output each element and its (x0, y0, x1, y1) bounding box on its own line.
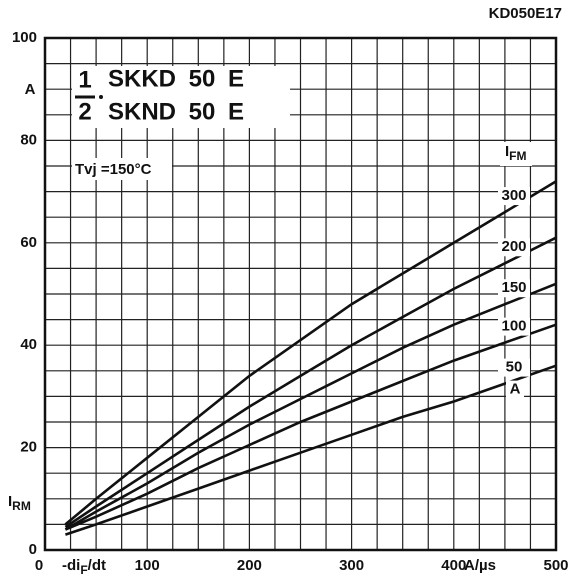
y-axis-label-sub: RM (12, 499, 31, 513)
annotation: Tvj =150°C (75, 161, 152, 178)
series-line (64, 364, 557, 536)
fraction-numerator: 1 (78, 66, 91, 93)
y-tick-label: 100 (12, 29, 37, 46)
y-tick-label: 20 (20, 439, 37, 456)
chart-code: KD050E17 (489, 5, 562, 22)
x-unit: A/µs (464, 557, 496, 574)
legend-label-bg (498, 238, 530, 257)
x-axis-label-end: /dt (88, 557, 106, 574)
x-axis-label: -diF/dt (62, 557, 106, 577)
dot (99, 95, 103, 99)
legend-title-sub: FM (509, 149, 526, 163)
series-line (64, 282, 557, 531)
x-tick-label: 100 (135, 557, 160, 574)
y-tick-label: 0 (29, 541, 37, 558)
legend-title: IFM (505, 143, 527, 163)
series-line (64, 236, 557, 529)
x-axis-label-sub: F (80, 563, 87, 577)
legend-label-bg (498, 358, 530, 377)
legend-label: 200 (501, 238, 526, 255)
legend-label: 50 (506, 359, 523, 376)
legend-label: 300 (501, 187, 526, 204)
chart-title: SKKD 50 E (108, 65, 244, 92)
legend-label-bg (498, 279, 530, 298)
x-tick-label: 300 (339, 557, 364, 574)
series-unit: A (510, 381, 521, 398)
legend-label-bg (498, 187, 530, 206)
x-tick-label: 400 (441, 557, 466, 574)
y-unit: A (25, 81, 36, 98)
series-line (64, 180, 557, 526)
y-axis-label-symbol: I (8, 493, 12, 510)
legend-title-bg (500, 142, 532, 166)
series-unit-bg (506, 380, 524, 399)
chart-title: SKND 50 E (108, 98, 244, 125)
x-tick-label: 200 (237, 557, 262, 574)
x-tick-label: 500 (543, 557, 568, 574)
legend-label: 100 (501, 318, 526, 335)
y-tick-label: 60 (20, 234, 37, 251)
x-tick-label: 0 (35, 557, 43, 574)
y-tick-label: 40 (20, 336, 37, 353)
y-tick-label: 80 (20, 131, 37, 148)
title-box (72, 66, 290, 128)
annotation-box (72, 158, 172, 180)
x-axis-label-main: -di (62, 557, 80, 574)
legend-label: 150 (501, 279, 526, 296)
series-line (64, 323, 557, 531)
plot-frame (43, 36, 558, 552)
legend-title-symbol: I (505, 143, 509, 160)
y-axis-label: IRM (8, 493, 31, 513)
legend-label-bg (498, 317, 530, 336)
fraction-denominator: 2 (78, 98, 91, 125)
